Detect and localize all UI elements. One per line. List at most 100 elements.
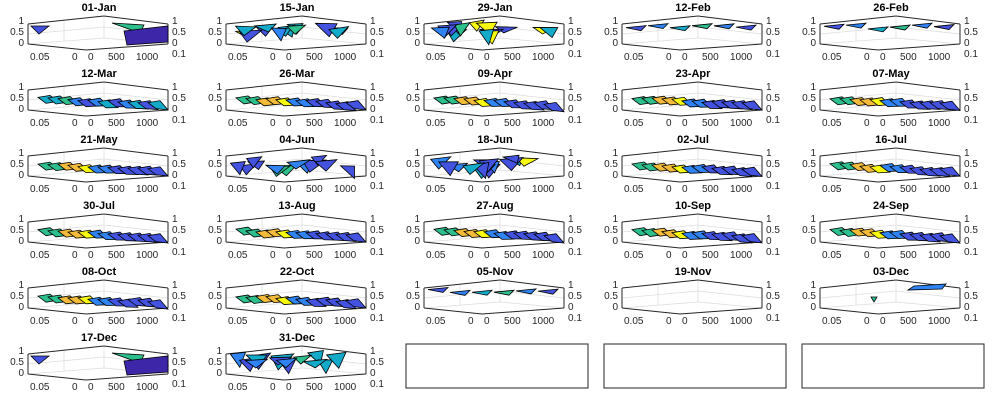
subplot-title: 26-Mar bbox=[279, 68, 315, 80]
grid-line bbox=[301, 367, 367, 375]
axis-line bbox=[283, 307, 367, 315]
surface bbox=[625, 23, 758, 32]
tick-label: 0.5 bbox=[172, 225, 186, 236]
surface-patch bbox=[117, 298, 139, 308]
tick-label: 0 bbox=[216, 38, 222, 49]
tick-label: 0.5 bbox=[208, 291, 222, 302]
tick-label: 1000 bbox=[730, 316, 753, 327]
axis-line bbox=[697, 81, 763, 91]
surface bbox=[631, 161, 763, 178]
tick-label: 0 bbox=[468, 118, 474, 129]
tick-label: 0.05 bbox=[624, 118, 644, 129]
surface bbox=[30, 352, 169, 376]
grid-line bbox=[225, 37, 303, 45]
axis-line bbox=[423, 307, 483, 315]
tick-label: 0.05 bbox=[30, 250, 50, 261]
tick-label: 0 bbox=[766, 38, 772, 49]
tick-label: 0.5 bbox=[568, 225, 582, 236]
grid-line bbox=[301, 37, 367, 45]
axis-line bbox=[27, 43, 87, 51]
grid-line bbox=[621, 290, 699, 299]
axis-line bbox=[895, 213, 961, 223]
axes-lines bbox=[423, 81, 565, 117]
axis-line bbox=[481, 175, 565, 183]
grid-line bbox=[103, 224, 169, 233]
axis-line bbox=[27, 81, 105, 91]
surface bbox=[870, 283, 947, 303]
grid-line bbox=[895, 290, 961, 299]
tick-label: 0 bbox=[484, 316, 490, 327]
tick-label: 1000 bbox=[532, 118, 555, 129]
tick-label: 0 bbox=[88, 382, 94, 393]
tick-label: 0 bbox=[270, 118, 276, 129]
tick-label: 0 bbox=[666, 316, 672, 327]
surface bbox=[829, 161, 961, 178]
grid-lines bbox=[819, 16, 961, 45]
tick-label: 500 bbox=[702, 184, 719, 195]
axes-lines bbox=[27, 147, 169, 183]
surface bbox=[235, 226, 367, 243]
tick-label: 0.5 bbox=[172, 357, 186, 368]
axis-line bbox=[283, 241, 367, 249]
tick-label: 0.5 bbox=[802, 291, 816, 302]
subplot-title: 24-Sep bbox=[873, 200, 909, 212]
axis-line bbox=[621, 15, 699, 25]
tick-label: 0 bbox=[270, 382, 276, 393]
tick-label: 0 bbox=[766, 104, 772, 115]
subplot-title: 04-Jun bbox=[279, 134, 315, 146]
surface-patch bbox=[286, 159, 311, 170]
tick-label: 0 bbox=[864, 52, 870, 63]
surface-patch bbox=[314, 159, 338, 172]
grid-line bbox=[499, 301, 565, 309]
subplot-title: 08-Oct bbox=[82, 266, 117, 278]
grid-line bbox=[895, 37, 961, 45]
tick-label: 0.5 bbox=[10, 357, 24, 368]
subplot-title: 22-Oct bbox=[280, 266, 315, 278]
axis-line bbox=[621, 213, 699, 223]
tick-label: 0.5 bbox=[766, 93, 780, 104]
axes-lines bbox=[621, 81, 763, 117]
axis-line bbox=[85, 307, 169, 315]
tick-label: 0 bbox=[810, 302, 816, 313]
axis-line bbox=[423, 213, 501, 223]
surface-patch bbox=[286, 24, 307, 35]
axis-line bbox=[621, 175, 681, 183]
surface-patch bbox=[123, 355, 169, 376]
grid-line bbox=[895, 158, 961, 167]
axes-box bbox=[801, 343, 985, 389]
surface-patch bbox=[713, 23, 736, 30]
surface-patch bbox=[939, 166, 961, 177]
tick-label: 1 bbox=[370, 346, 376, 357]
tick-label: 0.5 bbox=[370, 291, 384, 302]
tick-label: 0.5 bbox=[208, 225, 222, 236]
axes-box bbox=[603, 343, 787, 389]
surface bbox=[229, 154, 355, 180]
tick-label: 0 bbox=[18, 38, 24, 49]
surface-patch bbox=[870, 296, 878, 303]
tick-label: 1 bbox=[18, 280, 24, 291]
tick-label: 0 bbox=[88, 250, 94, 261]
tick-label: 1 bbox=[964, 148, 970, 159]
axes-lines bbox=[27, 81, 169, 117]
tick-label: 1 bbox=[414, 148, 420, 159]
tick-label: 0 bbox=[468, 250, 474, 261]
surface-patch bbox=[475, 21, 498, 36]
surface-patch bbox=[741, 100, 763, 111]
tick-label: 0.5 bbox=[802, 93, 816, 104]
grid-line bbox=[895, 224, 961, 233]
tick-label: 0.1 bbox=[370, 49, 384, 60]
surface bbox=[829, 96, 961, 111]
tick-label: 0 bbox=[864, 118, 870, 129]
tick-label: 0 bbox=[484, 250, 490, 261]
axes-lines bbox=[225, 213, 367, 249]
tick-label: 0.1 bbox=[568, 181, 582, 192]
tick-label: 500 bbox=[504, 184, 521, 195]
tick-label: 0.1 bbox=[964, 181, 978, 192]
subplot-title: 30-Jul bbox=[83, 200, 115, 212]
tick-label: 1000 bbox=[928, 118, 951, 129]
axis-line bbox=[301, 81, 367, 91]
subplot-title: 27-Aug bbox=[476, 200, 513, 212]
grid-line bbox=[819, 301, 897, 309]
